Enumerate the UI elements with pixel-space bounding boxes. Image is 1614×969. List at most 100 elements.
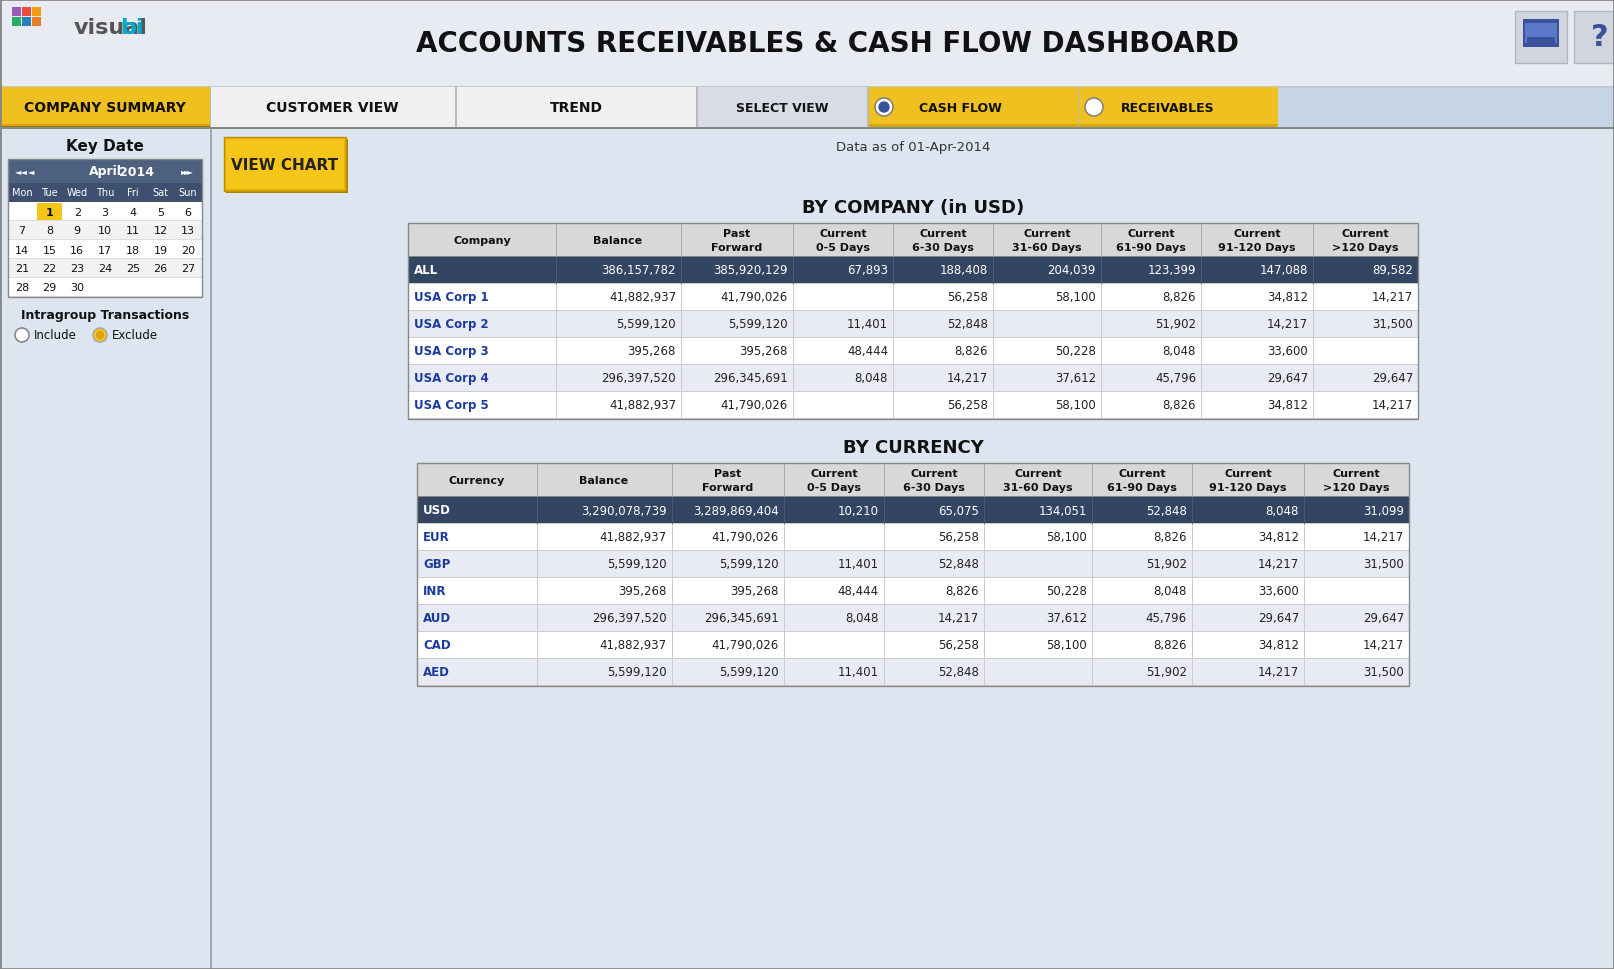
Bar xyxy=(8,203,202,222)
Text: Current: Current xyxy=(1332,469,1380,479)
Text: 31-60 Days: 31-60 Days xyxy=(1004,483,1073,492)
Bar xyxy=(1527,38,1554,46)
Text: Mon: Mon xyxy=(11,188,32,199)
Text: 14,217: 14,217 xyxy=(1257,666,1299,679)
Bar xyxy=(1516,12,1567,64)
Bar xyxy=(416,524,1409,551)
Text: Currency: Currency xyxy=(449,476,505,485)
Text: 34,812: 34,812 xyxy=(1267,399,1307,412)
Text: Balance: Balance xyxy=(594,235,642,246)
Bar xyxy=(408,365,1419,392)
Text: 56,258: 56,258 xyxy=(947,399,988,412)
Text: 2014: 2014 xyxy=(119,166,155,178)
Text: 8,048: 8,048 xyxy=(1265,504,1299,517)
Text: USA Corp 3: USA Corp 3 xyxy=(415,345,489,359)
Text: ►: ► xyxy=(184,168,190,176)
Text: Past: Past xyxy=(723,229,751,238)
Text: 3,289,869,404: 3,289,869,404 xyxy=(694,504,780,517)
Text: 23: 23 xyxy=(71,265,84,274)
Text: 14,217: 14,217 xyxy=(1372,292,1412,304)
Text: 7: 7 xyxy=(18,227,26,236)
Text: 13: 13 xyxy=(181,227,195,236)
Text: Forward: Forward xyxy=(712,243,763,253)
Circle shape xyxy=(875,99,893,117)
Text: CASH FLOW: CASH FLOW xyxy=(918,102,1001,114)
Text: 37,612: 37,612 xyxy=(1056,372,1096,385)
Text: 50,228: 50,228 xyxy=(1056,345,1096,359)
Text: 395,268: 395,268 xyxy=(618,585,667,598)
Text: Fri: Fri xyxy=(128,188,139,199)
Text: Company: Company xyxy=(454,235,512,246)
Text: 14,217: 14,217 xyxy=(947,372,988,385)
Text: 31,099: 31,099 xyxy=(1362,504,1404,517)
Text: 395,268: 395,268 xyxy=(739,345,788,359)
Text: 58,100: 58,100 xyxy=(1056,292,1096,304)
Text: 91-120 Days: 91-120 Days xyxy=(1219,243,1296,253)
Bar xyxy=(8,184,202,203)
Bar xyxy=(0,0,1614,88)
Text: 5: 5 xyxy=(157,207,165,217)
Bar xyxy=(416,463,1409,497)
Bar xyxy=(211,130,1614,969)
Text: Thu: Thu xyxy=(95,188,115,199)
Bar xyxy=(408,337,1419,338)
Text: 11,401: 11,401 xyxy=(847,318,888,331)
Text: >120 Days: >120 Days xyxy=(1332,243,1398,253)
Bar xyxy=(226,140,344,190)
Text: 56,258: 56,258 xyxy=(938,639,980,652)
Text: 8,826: 8,826 xyxy=(1154,531,1186,544)
Bar xyxy=(210,88,455,128)
Text: 56,258: 56,258 xyxy=(938,531,980,544)
Text: April: April xyxy=(89,166,121,178)
Bar xyxy=(1524,20,1559,47)
Bar xyxy=(416,550,1409,551)
Text: 8,048: 8,048 xyxy=(855,372,888,385)
Text: 48,444: 48,444 xyxy=(838,585,880,598)
Text: USA Corp 4: USA Corp 4 xyxy=(415,372,489,385)
Circle shape xyxy=(880,103,889,112)
Text: 123,399: 123,399 xyxy=(1148,265,1196,277)
Bar xyxy=(224,138,345,192)
Text: 14,217: 14,217 xyxy=(938,611,980,625)
Text: 20: 20 xyxy=(181,245,195,255)
Text: Current: Current xyxy=(820,229,867,238)
Bar xyxy=(8,239,202,240)
Bar xyxy=(416,551,1409,578)
Text: 8,826: 8,826 xyxy=(1162,292,1196,304)
Text: 5,599,120: 5,599,120 xyxy=(728,318,788,331)
Text: 31,500: 31,500 xyxy=(1364,666,1404,679)
Text: 12: 12 xyxy=(153,227,168,236)
Text: 5,599,120: 5,599,120 xyxy=(607,558,667,571)
Text: 188,408: 188,408 xyxy=(939,265,988,277)
Text: GBP: GBP xyxy=(423,558,450,571)
Text: 1: 1 xyxy=(45,207,53,217)
Text: CUSTOMER VIEW: CUSTOMER VIEW xyxy=(266,101,399,115)
Bar xyxy=(0,128,1614,130)
Text: 6-30 Days: 6-30 Days xyxy=(912,243,973,253)
Bar xyxy=(416,496,1409,497)
Text: 31,500: 31,500 xyxy=(1364,558,1404,571)
Text: 21: 21 xyxy=(15,265,29,274)
Text: 5,599,120: 5,599,120 xyxy=(607,666,667,679)
Bar xyxy=(32,18,40,27)
Text: 30: 30 xyxy=(71,283,84,294)
Text: INR: INR xyxy=(423,585,447,598)
Text: 33,600: 33,600 xyxy=(1267,345,1307,359)
Bar xyxy=(416,632,1409,633)
Text: 34,812: 34,812 xyxy=(1257,531,1299,544)
Bar xyxy=(416,497,1409,524)
Bar xyxy=(408,419,1419,420)
Text: 24: 24 xyxy=(98,265,111,274)
Bar xyxy=(23,18,31,27)
Bar xyxy=(416,659,1409,686)
Text: >120 Days: >120 Days xyxy=(1323,483,1390,492)
Bar xyxy=(416,606,1409,633)
Text: 33,600: 33,600 xyxy=(1259,585,1299,598)
Text: 3: 3 xyxy=(102,207,108,217)
Text: Include: Include xyxy=(34,329,77,342)
Text: 9: 9 xyxy=(74,227,81,236)
Text: 8,048: 8,048 xyxy=(846,611,880,625)
Bar xyxy=(868,125,1078,128)
Text: 37,612: 37,612 xyxy=(1046,611,1086,625)
Text: 204,039: 204,039 xyxy=(1047,265,1096,277)
